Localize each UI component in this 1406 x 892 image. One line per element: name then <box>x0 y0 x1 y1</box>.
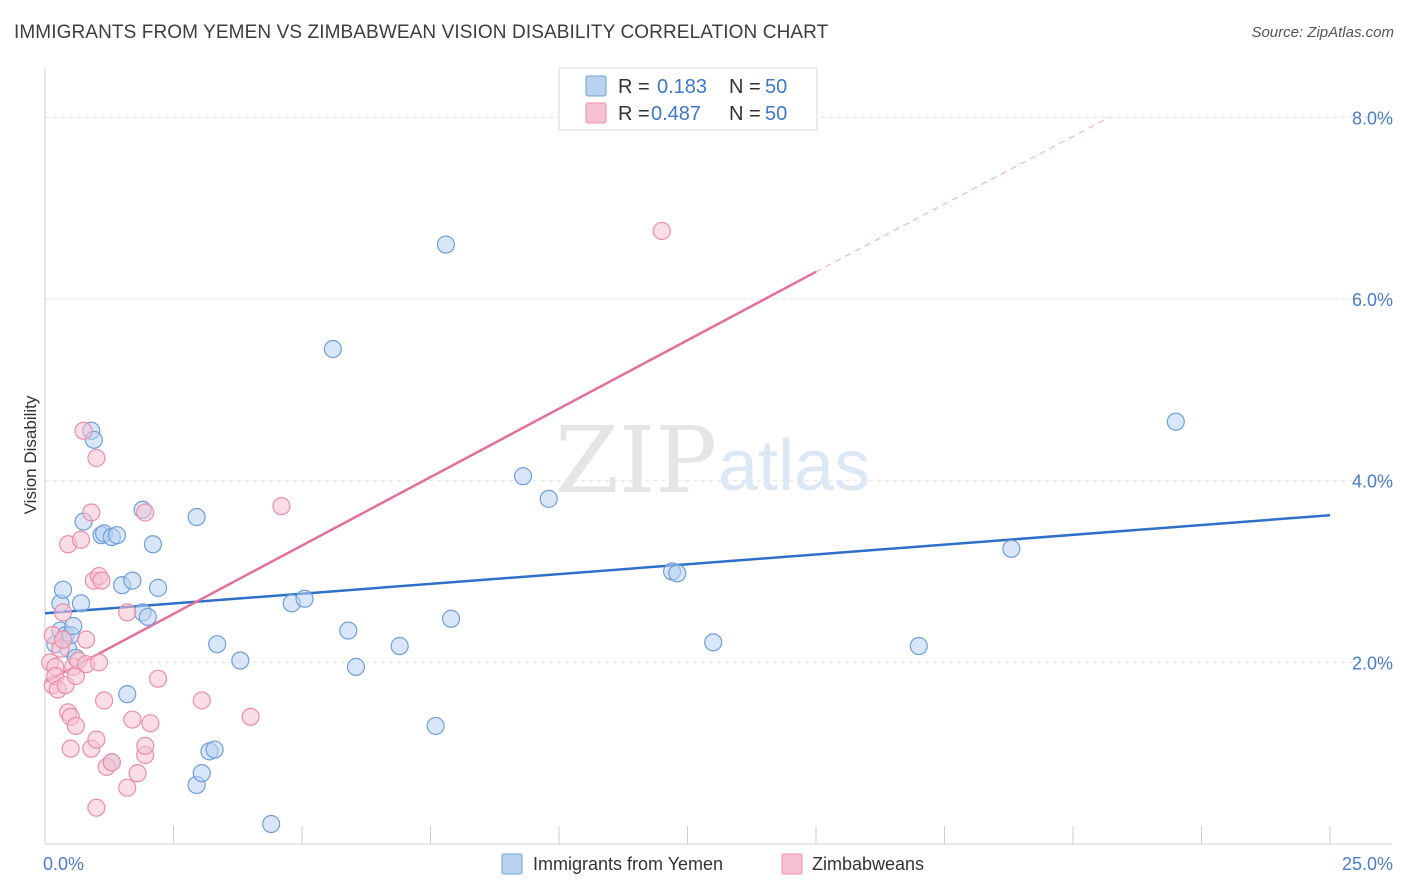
zimbabweans-point-33 <box>102 753 121 772</box>
yemen-point-46 <box>668 564 687 583</box>
watermark: ZIP atlas <box>555 407 870 514</box>
zimbabweans-point-8 <box>53 630 73 649</box>
yemen-point-44 <box>539 489 558 508</box>
zimbabweans-point-44 <box>241 707 260 726</box>
legend-n-label-2: N = <box>729 103 761 125</box>
y-tick-label-2: 6.0% <box>1352 290 1393 310</box>
zimbabweans-point-35 <box>118 778 137 797</box>
bottom-legend-label-zimbabweans: Zimbabweans <box>812 854 924 874</box>
zimbabweans-point-18 <box>71 530 91 549</box>
yemen-point-41 <box>436 235 456 254</box>
zimbabweans-point-23 <box>82 503 101 522</box>
yemen-point-33 <box>262 814 281 834</box>
trend-line-0 <box>44 513 1331 615</box>
zimbabweans-point-39 <box>136 736 155 756</box>
yemen-point-30 <box>205 740 224 759</box>
yemen-point-31 <box>208 635 227 654</box>
legend-r-value-1: 0.183 <box>657 76 707 98</box>
zimbabweans-point-37 <box>128 764 147 783</box>
zimbabweans-point-46 <box>652 221 671 241</box>
axes <box>44 68 1392 845</box>
zimbabweans-point-45 <box>272 497 291 516</box>
zimbabweans-point-27 <box>87 448 106 468</box>
legend: R = 0.183 N = 50 R = 0.487 N = 50 <box>558 67 818 131</box>
legend-n-value-2: 50 <box>765 103 787 125</box>
trend-line-2 <box>815 116 1110 273</box>
yemen-point-37 <box>339 621 358 640</box>
yemen-point-40 <box>426 716 445 736</box>
yemen-point-50 <box>1166 412 1185 431</box>
zimbabweans-point-34 <box>118 603 137 622</box>
zimbabweans-point-43 <box>192 691 211 710</box>
zimbabweans-point-40 <box>136 503 155 522</box>
yemen-point-9 <box>71 594 91 613</box>
source-label: Source: ZipAtlas.com <box>1251 24 1394 41</box>
yemen-point-19 <box>118 685 137 704</box>
yemen-point-16 <box>107 526 127 545</box>
zimbabweans-point-15 <box>66 716 85 736</box>
y-axis-label: Vision Disability <box>21 395 40 514</box>
legend-swatch-pink <box>585 102 607 124</box>
yemen-point-47 <box>704 633 723 652</box>
yemen-point-25 <box>148 578 168 597</box>
zimbabweans-point-29 <box>89 653 109 672</box>
zimbabweans-point-21 <box>77 630 96 649</box>
zimbabweans-point-26 <box>87 798 106 817</box>
yemen-point-7 <box>64 616 83 636</box>
yemen-point-32 <box>231 651 250 670</box>
yemen-point-36 <box>323 339 342 359</box>
yemen-point-39 <box>390 636 409 656</box>
yemen-point-3 <box>53 580 73 599</box>
legend-swatch-blue <box>585 75 607 97</box>
yemen-point-26 <box>187 507 206 527</box>
legend-r-label-1: R = <box>618 76 650 98</box>
bottom-legend: Immigrants from Yemen Zimbabweans <box>501 853 924 875</box>
yemen-point-49 <box>1002 539 1021 558</box>
bottom-legend-swatch-yemen <box>501 853 523 875</box>
tick-labels: 2.0% 4.0% 6.0% 8.0% 0.0% 25.0% <box>43 108 1393 874</box>
legend-n-label-1: N = <box>729 76 761 98</box>
watermark-atlas-text: atlas <box>718 426 870 506</box>
grid-lines <box>45 116 1392 663</box>
legend-r-label-2: R = <box>618 103 650 125</box>
zimbabweans-point-25 <box>87 730 106 749</box>
watermark-zip-text: ZIP <box>555 407 717 514</box>
y-tick-label-1: 4.0% <box>1352 472 1393 492</box>
chart-title: IMMIGRANTS FROM YEMEN VS ZIMBABWEAN VISI… <box>14 22 829 43</box>
yemen-point-38 <box>346 657 366 676</box>
y-tick-label-3: 8.0% <box>1352 108 1393 128</box>
legend-r-value-2: 0.487 <box>651 103 701 125</box>
legend-n-value-1: 50 <box>765 76 787 98</box>
y-tick-label-0: 2.0% <box>1352 653 1393 673</box>
zimbabweans-point-30 <box>92 571 111 590</box>
trend-line-1 <box>44 270 817 684</box>
yemen-point-28 <box>192 764 211 783</box>
yemen-point-35 <box>295 589 314 608</box>
trend-lines <box>44 116 1331 684</box>
zimbabweans-point-42 <box>148 669 168 688</box>
zimbabweans-point-41 <box>141 714 160 733</box>
x-tick-label-0: 0.0% <box>43 854 84 874</box>
bottom-legend-swatch-zimbabweans <box>781 853 803 875</box>
zimbabweans-point-31 <box>95 691 114 710</box>
x-tick-label-1: 25.0% <box>1342 854 1393 874</box>
yemen-point-24 <box>143 535 163 554</box>
yemen-point-43 <box>513 467 533 486</box>
yemen-point-23 <box>138 607 157 627</box>
yemen-point-48 <box>909 636 928 656</box>
zimbabweans-point-12 <box>61 739 80 758</box>
zimbabweans-point-19 <box>74 421 93 440</box>
zimbabweans-point-36 <box>123 710 142 729</box>
zimbabweans-point-7 <box>53 603 73 622</box>
yemen-point-42 <box>441 609 461 628</box>
data-points <box>41 221 1185 834</box>
bottom-legend-label-yemen: Immigrants from Yemen <box>533 854 723 874</box>
yemen-point-20 <box>123 571 142 590</box>
